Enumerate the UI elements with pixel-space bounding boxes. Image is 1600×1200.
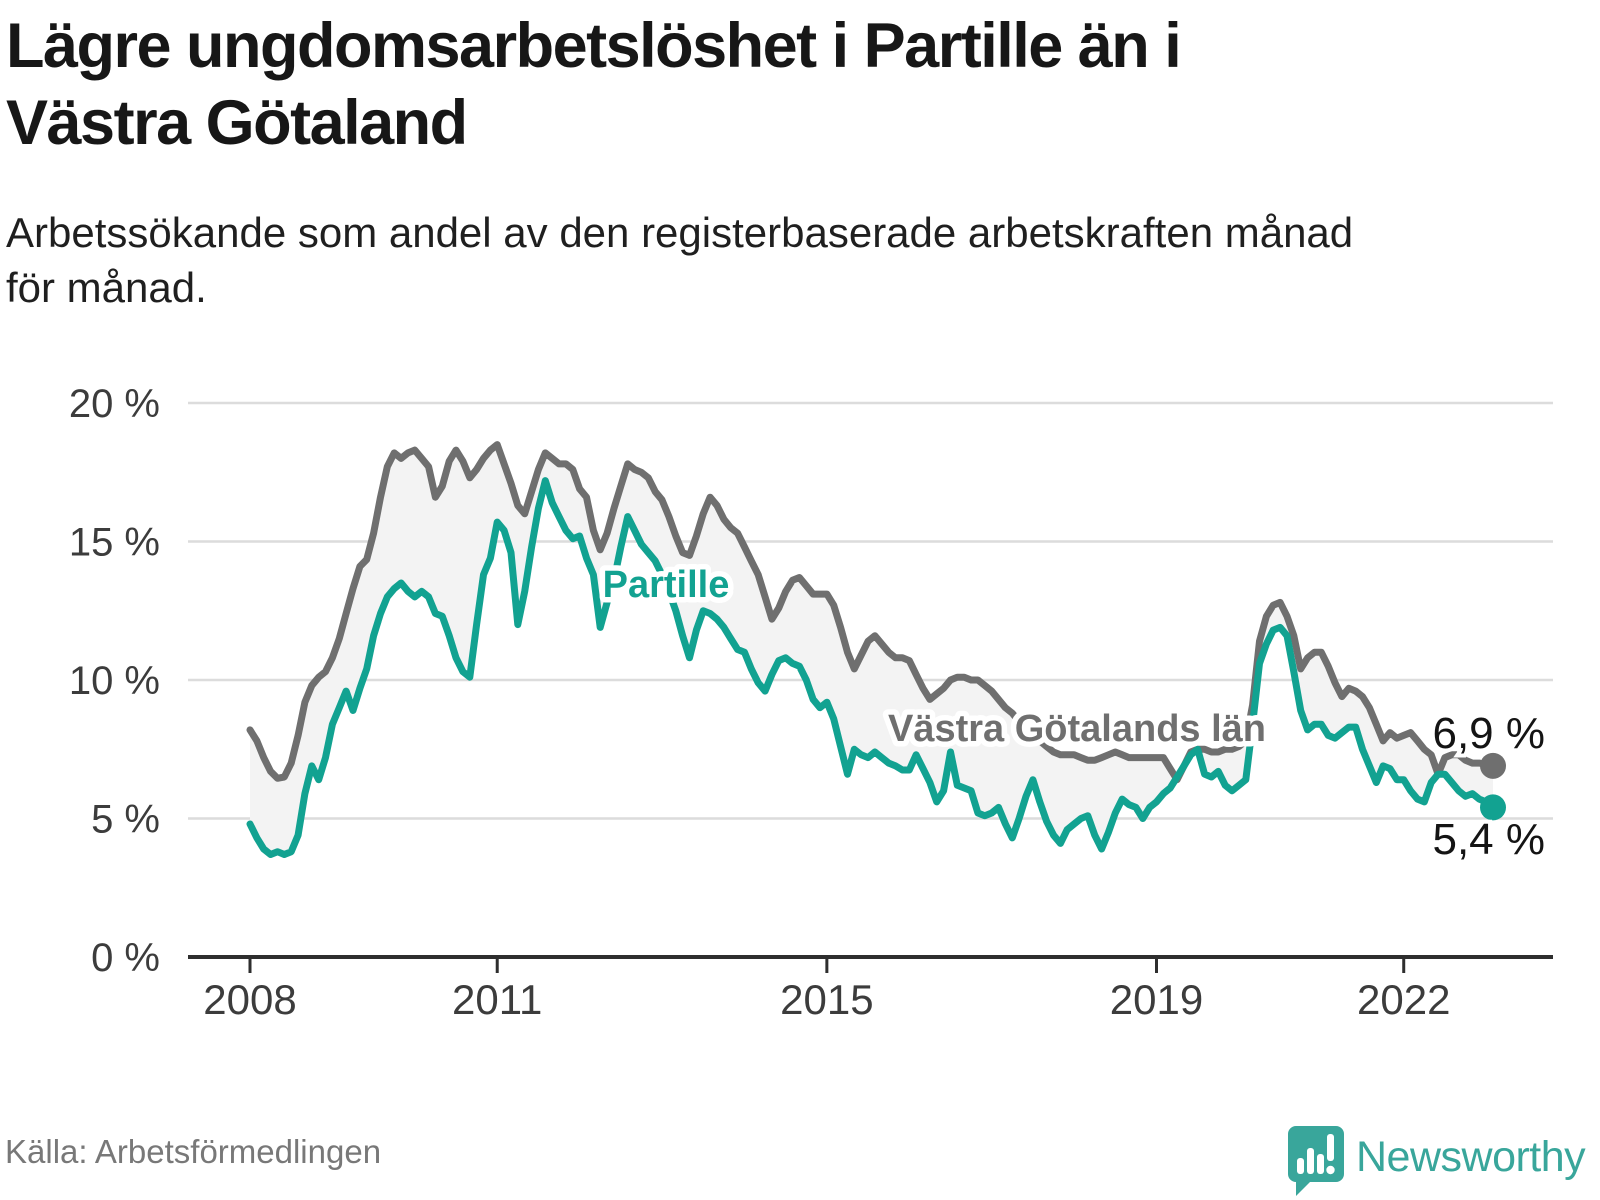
series-line-county: [246, 441, 1497, 784]
y-axis-label-0: 0 %: [91, 936, 160, 980]
series-label-partille: Partille: [603, 564, 730, 606]
series-lines-group: [246, 441, 1506, 858]
y-axis-label-15: 15 %: [69, 521, 160, 565]
series-end-dot-partille: [1480, 794, 1506, 821]
series-line-partille: [246, 477, 1497, 858]
chart-subtitle-line1: Arbetssökande som andel av den registerb…: [6, 209, 1354, 256]
end-value-label-partille: 5,4 %: [1432, 815, 1545, 864]
end-value-label-county: 6,9 %: [1432, 709, 1545, 758]
y-axis-label-20: 20 %: [69, 382, 160, 426]
series-label-county: Västra Götalands län: [888, 708, 1266, 750]
newsworthy-logo-icon: [1288, 1126, 1344, 1196]
chart-subtitle: Arbetssökande som andel av den registerb…: [6, 205, 1566, 316]
page-title-line2: Västra Götaland: [6, 88, 468, 159]
source-note: Källa: Arbetsförmedlingen: [5, 1133, 382, 1170]
between-series-fill: [250, 444, 1493, 855]
x-axis-label-2008: 2008: [203, 976, 296, 1023]
x-axis-label-2011: 2011: [452, 976, 542, 1023]
y-axis-label-10: 10 %: [69, 659, 160, 703]
axis-group: [188, 955, 1553, 973]
y-axis-label-5: 5 %: [91, 798, 160, 842]
x-axis-label-2022: 2022: [1357, 976, 1450, 1023]
page-title-line1: Lägre ungdomsarbetslöshet i Partille än …: [6, 11, 1182, 81]
labels-group: 0 % 5 % 10 % 15 % 20 % 2008 2011 2015 2019 2022 Vä…: [69, 382, 1549, 1023]
x-axis-label-2019: 2019: [1110, 976, 1203, 1023]
newsworthy-logo-text: Newsworthy: [1356, 1132, 1586, 1181]
chart-subtitle-line2: för månad.: [6, 264, 207, 312]
series-end-dot-county: [1480, 752, 1506, 779]
logo-bubble-shape: [1288, 1126, 1344, 1196]
logo-bar-chart-glyph: [1297, 1134, 1335, 1175]
page-title: Lägre ungdomsarbetslöshet i Partille än …: [6, 8, 1586, 163]
newsworthy-logo: Newsworthy: [1284, 1118, 1586, 1196]
x-axis-label-2015: 2015: [780, 976, 873, 1023]
between-series-fill-group: [250, 444, 1493, 855]
